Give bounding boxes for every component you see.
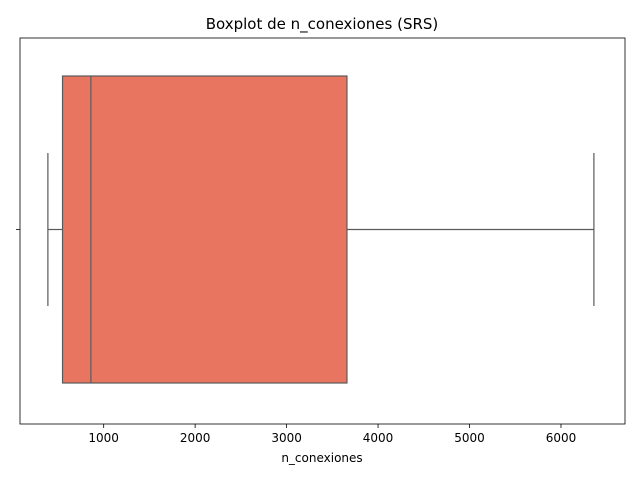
x-tick-label: 1000 [88, 431, 119, 445]
interquartile-box [61, 75, 348, 384]
x-tick-label: 2000 [180, 431, 211, 445]
x-axis-ticks: 1000 2000 3000 4000 5000 6000 [88, 424, 576, 445]
x-axis-label: n_conexiones [281, 451, 362, 465]
x-tick-label: 6000 [546, 431, 577, 445]
x-tick-label: 3000 [271, 431, 302, 445]
chart-title: Boxplot de n_conexiones (SRS) [206, 15, 439, 34]
plot-area [47, 75, 595, 384]
x-tick-label: 5000 [454, 431, 485, 445]
x-tick-label: 4000 [363, 431, 394, 445]
axes-frame [19, 37, 626, 425]
